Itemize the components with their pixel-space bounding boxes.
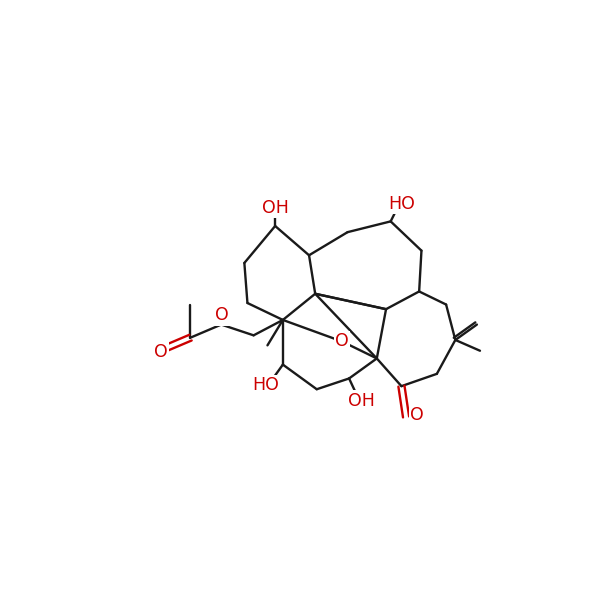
Text: OH: OH <box>348 392 375 410</box>
Text: HO: HO <box>388 194 415 212</box>
Text: O: O <box>215 307 229 325</box>
Text: OH: OH <box>262 199 289 217</box>
Text: HO: HO <box>253 376 280 394</box>
Text: O: O <box>154 343 168 361</box>
Text: O: O <box>335 332 349 350</box>
Text: O: O <box>410 406 424 424</box>
